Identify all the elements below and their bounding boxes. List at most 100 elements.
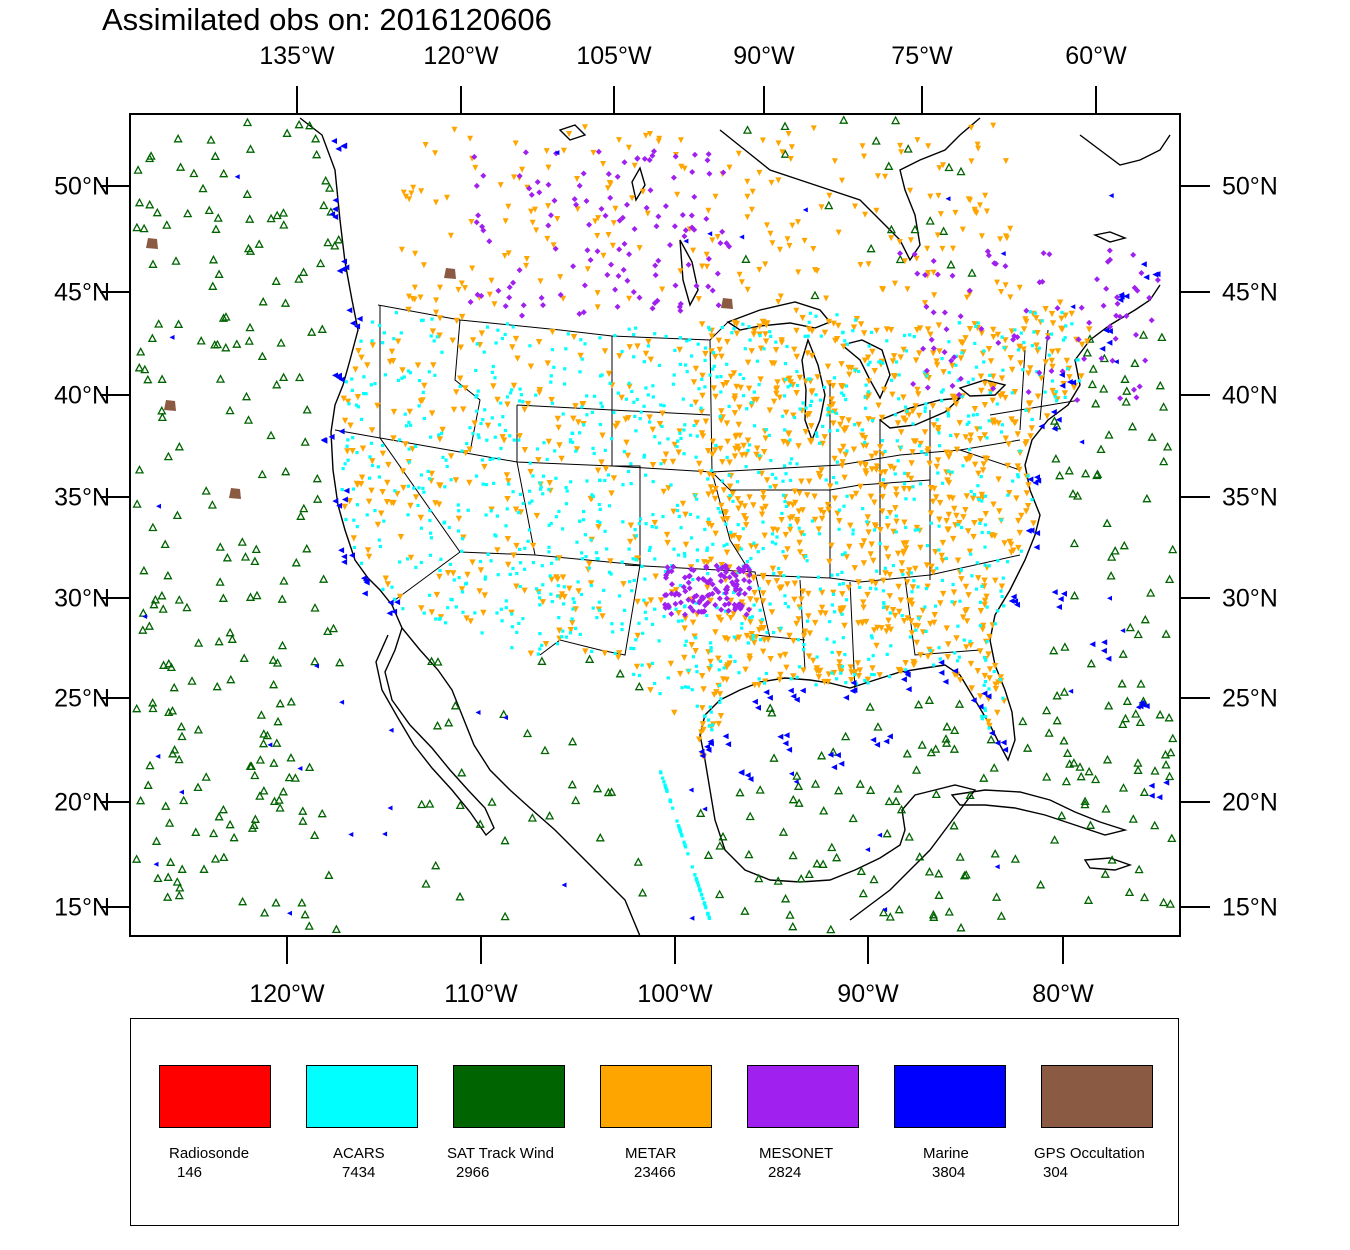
acars-mark [347,402,351,406]
metar-mark [481,463,488,471]
acars-mark [1064,324,1068,328]
metar-mark [983,593,990,600]
sat-track-wind-mark [1124,887,1135,897]
mesonet-mark [690,567,697,574]
sat-track-wind-mark [1125,622,1135,632]
mesonet-mark [720,169,727,176]
legend-label: SAT Track Wind [447,1145,554,1162]
metar-mark [642,132,649,139]
metar-mark [711,447,719,454]
metar-mark [702,350,709,358]
metar-mark [861,357,869,364]
metar-mark [744,178,751,185]
metar-mark [947,450,954,457]
acars-mark [632,672,636,676]
sat-track-wind-mark [160,539,170,549]
metar-mark [968,158,975,165]
metar-mark [857,483,864,490]
metar-mark [805,590,812,597]
acars-mark [634,638,638,642]
acars-mark [814,431,818,435]
metar-mark [740,442,747,449]
mesonet-mark [709,590,716,597]
marine-mark [382,831,388,837]
acars-mark [511,490,515,494]
mesonet-mark [1046,251,1053,258]
mesonet-mark [576,182,583,189]
sat-track-wind-mark [1091,774,1101,784]
sat-track-wind-mark [592,783,603,793]
acars-mark [908,635,912,639]
acars-mark [851,528,855,532]
acars-mark [974,587,979,591]
metar-mark [954,557,962,564]
metar-mark [806,411,813,418]
metar-mark [896,239,903,245]
metar-mark [992,662,999,670]
sat-track-wind-mark [215,577,225,586]
metar-mark [791,596,798,603]
sat-track-wind-mark [810,290,820,300]
metar-mark [825,678,832,686]
sat-track-wind-mark [910,224,920,234]
metar-mark [992,681,999,688]
mesonet-mark [723,240,730,247]
acars-mark [968,639,972,643]
metar-mark [857,321,865,328]
metar-mark [950,589,958,596]
acars-mark [474,368,478,373]
metar-mark [881,469,889,476]
metar-mark [943,517,950,525]
acars-mark [595,616,599,620]
sat-track-wind-mark [1063,748,1073,757]
metar-mark [536,389,543,396]
acars-mark [383,373,387,377]
acars-mark [676,619,681,623]
metar-mark [1066,374,1073,381]
metar-mark [798,530,805,537]
acars-mark [795,675,799,679]
acars-mark [402,375,406,379]
top-lon-label: 105°W [576,42,652,70]
sat-track-wind-mark [500,835,510,845]
metar-mark [528,208,534,215]
metar-mark [365,553,373,560]
sat-track-wind-mark [1134,864,1144,874]
acars-mark [657,639,661,643]
marine-mark [475,710,481,715]
sat-track-wind-mark [238,896,248,906]
sat-track-wind-mark [177,731,187,741]
sat-track-wind-mark [145,199,155,209]
acars-mark [941,388,945,392]
metar-mark [625,415,632,422]
metar-mark [868,541,875,548]
mesonet-mark [732,572,739,579]
metar-mark [901,258,908,265]
acars-mark [924,587,928,591]
marine-mark [782,740,789,747]
metar-mark [887,626,894,633]
acars-mark [663,784,668,789]
metar-mark [696,460,703,467]
metar-mark [859,143,866,150]
acars-mark [673,348,677,352]
acars-mark [822,385,827,390]
marine-mark [1066,379,1073,385]
acars-mark [719,697,723,701]
metar-mark [868,578,875,585]
acars-mark [621,520,625,524]
metar-mark [417,514,424,521]
sat-track-wind-mark [954,699,965,708]
acars-mark [982,349,986,353]
mesonet-mark [693,282,700,289]
acars-mark [644,522,648,526]
legend: Radiosonde 146 ACARS 7434 SAT Track Wind… [130,1018,1179,1226]
metar-mark [900,485,908,493]
mesonet-mark [1113,312,1120,319]
mesonet-mark [722,590,729,596]
marine-mark [704,743,711,750]
marine-mark [994,740,1001,746]
acars-mark [853,673,857,677]
metar-mark [710,385,718,392]
acars-mark [1006,560,1010,564]
